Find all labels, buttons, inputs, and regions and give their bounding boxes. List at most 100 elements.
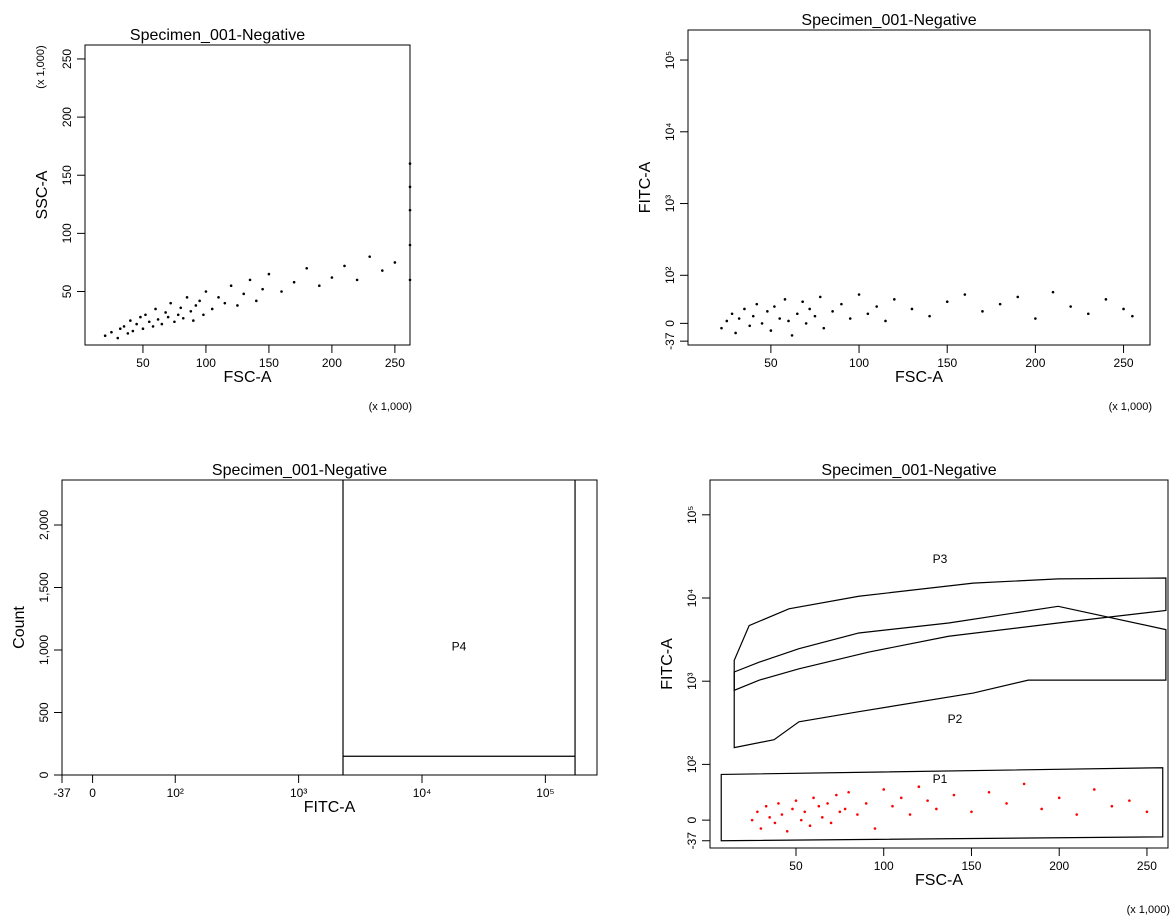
event-dot [1110,804,1114,808]
x-axis-label: FSC-A [915,872,963,889]
event-dot [1128,799,1131,802]
event-dot [139,315,142,319]
event-dot [126,332,130,335]
event-dot [799,818,803,822]
y-tick-label: 1,500 [37,572,51,602]
gate [733,577,1167,692]
plot-title: Specimen_001-Negative [130,27,305,44]
x-tick-label: 0 [89,786,96,800]
event-dot [181,316,185,320]
x-tick-label: 100 [196,356,216,370]
event-dot [255,299,258,303]
event-dot [393,261,397,264]
event-dot [838,810,842,814]
x-tick-label: 100 [849,356,869,370]
event-dot [778,317,781,320]
y-tick-label: 10³ [663,195,677,212]
plot-frame [84,44,411,346]
y-tick-label: 200 [60,107,74,127]
event-dot [408,243,412,247]
event-dot [780,813,784,816]
event-dot [750,818,754,822]
event-dot [343,264,346,268]
x-tick-label: 10⁵ [536,786,554,800]
event-dot [408,278,412,282]
event-dot [129,319,132,322]
gate [342,480,576,775]
event-dot [826,802,829,805]
event-dot [835,793,838,797]
event-dot [151,325,155,328]
event-dot [229,284,233,287]
event-dot [110,330,113,334]
event-dot [1075,813,1079,816]
x-tick-label: 10⁴ [413,786,432,800]
event-dot [829,821,833,825]
y-tick-label: 10³ [685,673,699,690]
event-dot [847,790,850,794]
y-tick-label: -37 [685,832,699,850]
y-tick-label: 50 [60,285,74,299]
plot-title: Specimen_001-Negative [801,12,976,29]
event-dot [787,319,790,323]
event-dot [305,266,309,270]
event-dot [856,813,859,816]
event-dot [791,807,794,811]
x-tick-label: 200 [322,356,342,370]
event-dot [192,319,195,322]
x-axis-label: FITC-A [304,799,356,816]
event-dot [766,310,769,313]
x-tick-label: 100 [874,859,894,873]
plot: Specimen_001-Negative FSC-A SSC-A (x 1,000)… [34,27,412,413]
plot-title: Specimen_001-Negative [821,462,996,479]
event-dot [970,810,973,814]
event-dot [952,793,956,797]
y-tick-label: 250 [60,49,74,69]
x-tick-label: 150 [961,859,981,873]
event-dot [987,790,991,794]
event-dot [981,310,984,313]
y-unit-label: (x 1,000) [35,45,47,88]
event-dot [103,334,107,337]
event-dot [1057,796,1061,800]
y-tick-label: 10² [685,756,699,773]
y-axis-label: SSC-A [34,170,51,219]
event-dot [760,322,764,325]
event-dot [843,807,847,811]
x-tick-label: 200 [1049,859,1069,873]
x-tick-label: 150 [259,356,279,370]
event-dot [908,813,912,816]
event-dot [1040,807,1043,811]
x-axis-label: FSC-A [224,369,272,386]
event-dot [884,319,887,323]
event-dot [737,317,741,320]
event-dot [773,305,776,308]
event-dot [875,305,878,308]
x-unit-label: (x 1,000) [1127,904,1170,916]
event-dot [1016,295,1020,299]
x-tick-label: 50 [136,356,150,370]
y-tick-label: 1,000 [37,635,51,665]
event-dot [118,327,122,331]
x-tick-label: 10³ [290,786,307,800]
plot: Specimen_001-Negative FSC-A FITC-A (x 1,000… [637,12,1152,413]
event-dot [176,313,180,317]
event-dot [189,309,193,313]
event-dot [751,314,755,318]
y-tick-label: 10² [663,267,677,284]
event-dot [998,302,1002,306]
x-unit-label: (x 1,000) [1109,401,1152,413]
x-tick-label: 250 [385,356,405,370]
event-dot [963,293,967,296]
event-dot [210,307,214,311]
event-dot [725,319,729,323]
event-dot [803,810,807,814]
event-dot [873,827,877,830]
event-dot [848,317,852,320]
y-tick-label: 10⁵ [685,506,699,524]
event-dot [822,326,826,330]
event-dot [202,313,205,317]
event-dot [777,802,780,805]
event-dot [147,320,151,324]
